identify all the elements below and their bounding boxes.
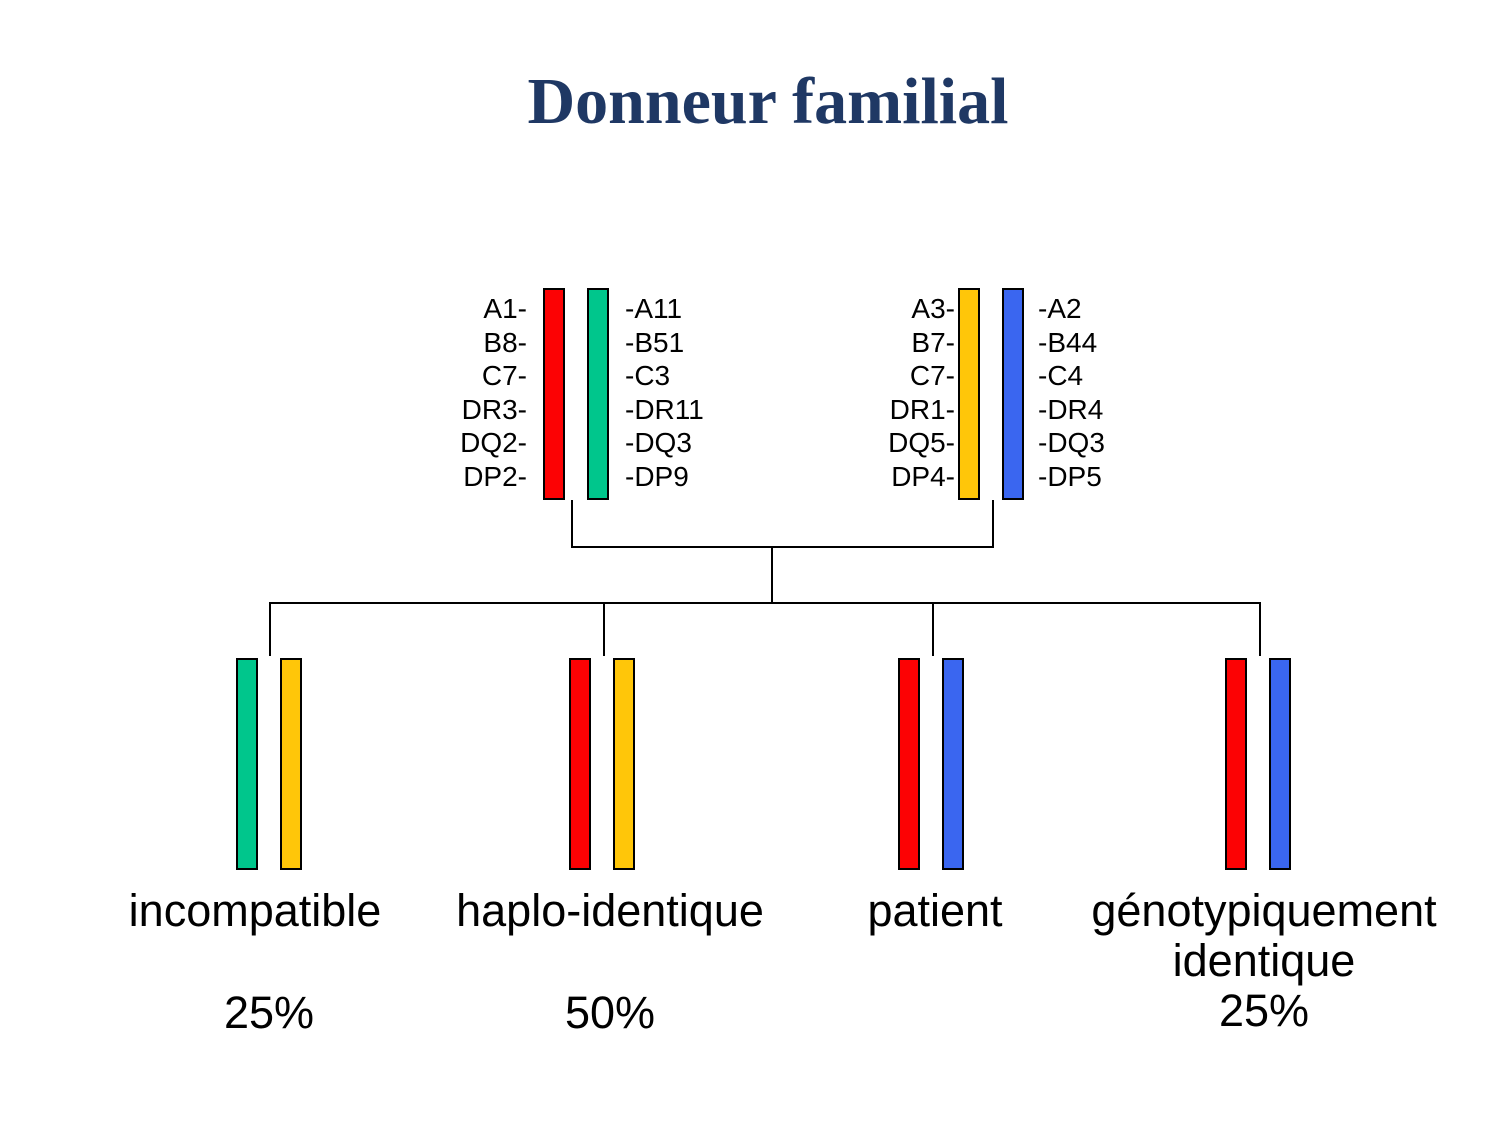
parent1-left-hla-labels: A1- B8- C7- DR3- DQ2- DP2-: [347, 292, 527, 494]
hla-label: A1-: [483, 293, 527, 324]
parent1-haplotype-bar-green: [587, 288, 609, 500]
connector-parents-horizontal: [571, 546, 994, 548]
hla-label: B7-: [911, 326, 955, 358]
hla-label: C7-: [909, 360, 955, 392]
hla-label: DP4-: [891, 460, 955, 492]
hla-label: DP2-: [463, 460, 527, 492]
hla-label: -DP5: [1038, 460, 1102, 492]
hla-label: -DR4: [1038, 393, 1104, 425]
hla-label: -A11: [625, 293, 683, 324]
child4-haplotype-bar-red: [1225, 658, 1247, 870]
connector-parent1-stub: [571, 500, 573, 547]
hla-label: DQ5-: [888, 427, 955, 459]
parent2-left-hla-labels: A3- B7- C7- DR1- DQ5- DP4-: [775, 292, 955, 494]
connector-parent2-stub: [992, 500, 994, 547]
hla-label: -C4: [1038, 360, 1084, 392]
hla-label: -C3: [625, 360, 671, 392]
child4-label-line2: identique: [1172, 935, 1356, 986]
parent2-right-hla-labels: -A2 -B44 -C4 -DR4 -DQ3 -DP5: [1038, 292, 1218, 494]
parent1-right-hla-labels: -A11 -B51 -C3 -DR11 -DQ3 -DP9: [625, 292, 805, 494]
child4-haplotype-bar-blue: [1269, 658, 1291, 870]
hla-label: -DR11: [625, 393, 704, 425]
child4-percentage: 25%: [1218, 985, 1310, 1036]
child2-label: haplo-identique: [456, 885, 764, 936]
connector-child1-stub: [269, 602, 271, 656]
hla-label: DQ2-: [460, 427, 527, 459]
child1-haplotype-bar-yellow: [280, 658, 302, 870]
child2-haplotype-bar-red: [569, 658, 591, 870]
child3-label: patient: [867, 885, 1003, 936]
child3-haplotype-bar-blue: [942, 658, 964, 870]
connector-child2-stub: [603, 602, 605, 656]
hla-label: DR1-: [889, 393, 955, 425]
child1-percentage: 25%: [223, 987, 315, 1038]
slide-title: Donneur familial: [527, 65, 1009, 138]
connector-child4-stub: [1259, 602, 1261, 656]
parent2-haplotype-bar-yellow: [958, 288, 980, 500]
hla-label: -DQ3: [1038, 427, 1105, 459]
hla-label: -B44: [1038, 326, 1098, 358]
child4-label-block: génotypiquement identique 25%: [1064, 886, 1464, 1036]
child1-haplotype-bar-green: [236, 658, 258, 870]
child2-haplotype-bar-yellow: [613, 658, 635, 870]
hla-label: -DP9: [625, 460, 689, 492]
hla-label: -DQ3: [625, 427, 692, 459]
child4-label-line1: génotypiquement: [1091, 885, 1437, 936]
hla-label: C7-: [481, 360, 527, 392]
child3-haplotype-bar-red: [898, 658, 920, 870]
hla-label: DR3-: [461, 393, 527, 425]
child2-percentage: 50%: [564, 987, 656, 1038]
hla-label: A3-: [911, 293, 955, 324]
hla-label: -A2: [1038, 293, 1082, 324]
child1-label: incompatible: [128, 885, 382, 936]
connector-children-horizontal: [269, 602, 1261, 604]
parent1-haplotype-bar-red: [543, 288, 565, 500]
hla-label: -B51: [625, 326, 685, 358]
connector-child3-stub: [932, 602, 934, 656]
hla-label: B8-: [483, 326, 527, 358]
connector-trunk: [771, 546, 773, 604]
parent2-haplotype-bar-blue: [1002, 288, 1024, 500]
